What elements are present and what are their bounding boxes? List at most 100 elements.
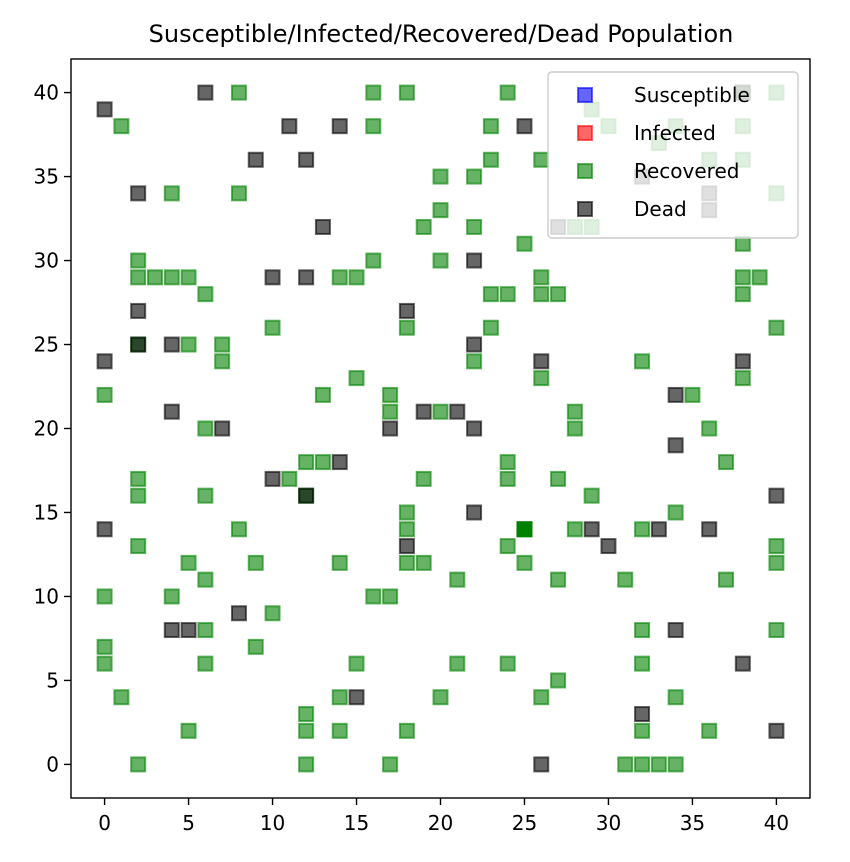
recovered-point — [734, 286, 751, 303]
legend-box — [547, 71, 799, 239]
x-tick-label: 10 — [260, 811, 285, 835]
recovered-point — [365, 252, 382, 269]
recovered-point — [466, 218, 483, 235]
dead-point — [331, 454, 348, 471]
recovered-point — [634, 622, 651, 639]
recovered-point — [331, 689, 348, 706]
recovered-point — [734, 370, 751, 387]
recovered-point — [130, 538, 147, 555]
recovered-point — [550, 571, 567, 588]
y-tick-label: 40 — [34, 81, 59, 105]
x-axis: 0 5 10 15 20 25 30 35 40 — [98, 798, 789, 835]
legend-swatch-infected — [577, 125, 593, 141]
dead-point — [466, 336, 483, 353]
y-axis: 0 5 10 15 20 25 30 35 40 — [34, 81, 71, 776]
recovered-point — [415, 470, 432, 487]
recovered-point — [566, 403, 583, 420]
recovered-point — [432, 168, 449, 185]
dead-point — [667, 622, 684, 639]
recovered-point — [180, 722, 197, 739]
recovered-point — [432, 202, 449, 219]
dead-point — [348, 689, 365, 706]
recovered-point — [718, 571, 735, 588]
recovered-point — [96, 655, 113, 672]
recovered-point — [264, 319, 281, 336]
legend-label-susceptible: Susceptible — [634, 83, 750, 107]
dead-point — [264, 470, 281, 487]
recovered-point — [701, 722, 718, 739]
dead-point — [163, 622, 180, 639]
x-tick-label: 5 — [182, 811, 195, 835]
dead-point — [130, 185, 147, 202]
dead-point — [281, 118, 298, 135]
legend-swatch-susceptible — [577, 87, 593, 103]
recovered-point — [197, 286, 214, 303]
dead-point — [466, 420, 483, 437]
dead-point — [667, 437, 684, 454]
recovered-point — [667, 504, 684, 521]
dead-point — [130, 302, 147, 319]
recovered-point — [667, 689, 684, 706]
dead-point — [600, 538, 617, 555]
dead-point — [382, 420, 399, 437]
recovered-point — [348, 370, 365, 387]
recovered-point — [398, 504, 415, 521]
recovered-point — [550, 672, 567, 689]
dead-point — [583, 521, 600, 538]
y-tick-label: 10 — [34, 584, 59, 608]
legend-label-recovered: Recovered — [634, 159, 739, 183]
dead-point — [96, 521, 113, 538]
recovered-point — [499, 454, 516, 471]
recovered-point — [566, 420, 583, 437]
recovered-point — [516, 235, 533, 252]
dead-point — [298, 151, 315, 168]
recovered-point — [247, 638, 264, 655]
recovered-point — [264, 605, 281, 622]
recovered-point — [298, 756, 315, 773]
y-tick-label: 15 — [34, 500, 59, 524]
recovered-point — [314, 454, 331, 471]
recovered-point — [482, 151, 499, 168]
recovered-point — [466, 353, 483, 370]
recovered-point — [365, 588, 382, 605]
recovered-point — [550, 286, 567, 303]
recovered-point — [398, 319, 415, 336]
recovered-point — [163, 269, 180, 286]
legend-swatch-dead — [577, 201, 593, 217]
recovered-point — [499, 286, 516, 303]
y-tick-label: 30 — [34, 249, 59, 273]
recovered-point — [96, 638, 113, 655]
recovered-point — [130, 269, 147, 286]
recovered-point — [499, 84, 516, 101]
dead-point — [197, 84, 214, 101]
legend-label-infected: Infected — [634, 121, 716, 145]
y-tick-label: 20 — [34, 417, 59, 441]
recovered-point — [667, 756, 684, 773]
dead-point — [314, 218, 331, 235]
dead-point — [163, 403, 180, 420]
recovered-point — [449, 655, 466, 672]
dead-point — [634, 706, 651, 723]
recovered-point — [533, 269, 550, 286]
dead-point — [96, 101, 113, 118]
recovered-point — [499, 470, 516, 487]
recovered-point — [230, 521, 247, 538]
recovered-point — [230, 84, 247, 101]
x-tick-label: 35 — [680, 811, 705, 835]
recovered-point — [180, 554, 197, 571]
dead-point — [130, 336, 147, 353]
recovered-point — [197, 655, 214, 672]
dead-point — [466, 504, 483, 521]
recovered-point — [382, 386, 399, 403]
recovered-point — [298, 454, 315, 471]
recovered-point — [768, 622, 785, 639]
x-tick-label: 25 — [512, 811, 537, 835]
recovered-point — [180, 269, 197, 286]
dead-point — [247, 151, 264, 168]
recovered-point — [365, 118, 382, 135]
recovered-point — [382, 588, 399, 605]
dead-point — [398, 538, 415, 555]
recovered-point — [482, 118, 499, 135]
recovered-point — [583, 487, 600, 504]
recovered-point — [634, 722, 651, 739]
